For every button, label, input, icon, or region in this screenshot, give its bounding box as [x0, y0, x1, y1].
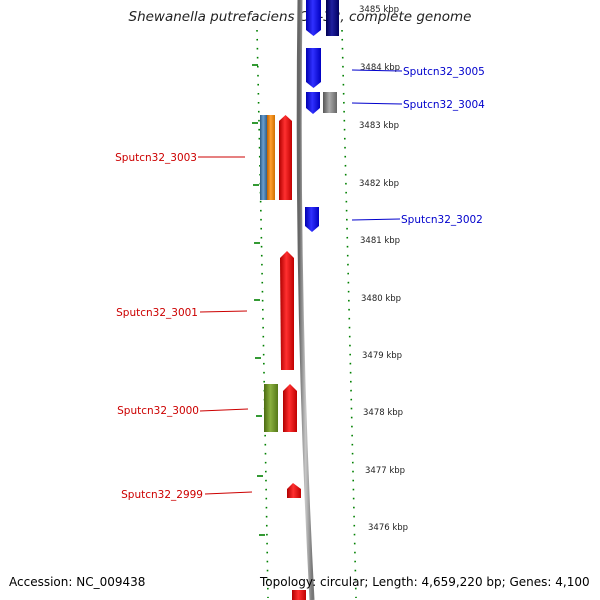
gene-sputcn32-3005 [306, 48, 321, 88]
gene-grey-feature [323, 92, 337, 113]
tick-label: 3483 kbp [359, 121, 399, 131]
genome-backbone [296, 0, 315, 600]
gene-labels: Sputcn32_3005 Sputcn32_3004 Sputcn32_300… [115, 66, 485, 501]
tick-label: 3476 kbp [368, 523, 408, 533]
gene-sputcn32-3002 [305, 207, 319, 232]
axis-tick-labels: 3485 kbp 3484 kbp 3483 kbp 3482 kbp 3481… [359, 5, 408, 533]
gene-sputcn32-3003 [279, 115, 292, 200]
gene-sputcn32-3004 [306, 92, 320, 114]
gene-sputcn32-3001 [280, 251, 294, 370]
tick-label: 3482 kbp [359, 179, 399, 189]
gene-sputcn32-2999 [287, 483, 301, 498]
gene-label-sputcn32-3003[interactable]: Sputcn32_3003 [115, 152, 197, 164]
tick-label: 3481 kbp [360, 236, 400, 246]
gene-label-sputcn32-3005[interactable]: Sputcn32_3005 [403, 66, 485, 78]
tick-label: 3484 kbp [360, 63, 400, 73]
gene-label-sputcn32-3004[interactable]: Sputcn32_3004 [403, 99, 485, 111]
tick-label: 3480 kbp [361, 294, 401, 304]
accession-label: Accession: NC_009438 [9, 575, 146, 589]
gene-label-sputcn32-2999[interactable]: Sputcn32_2999 [121, 489, 203, 501]
tick-label: 3479 kbp [362, 351, 402, 361]
gene-olive-feature [264, 384, 278, 432]
gene-blue-top [306, 0, 321, 36]
inner-track-boundary [256, 29, 269, 599]
outer-track-boundary [341, 29, 357, 599]
inner-major-ticks [252, 64, 265, 536]
gene-label-sputcn32-3000[interactable]: Sputcn32_3000 [117, 405, 199, 417]
gene-navy-top [326, 0, 339, 36]
gene-steelblue-feature [260, 115, 267, 200]
gene-label-sputcn32-3001[interactable]: Sputcn32_3001 [116, 307, 198, 319]
gene-label-sputcn32-3002[interactable]: Sputcn32_3002 [401, 214, 483, 226]
gene-red-bottom [292, 590, 306, 600]
gene-orange-feature [267, 115, 275, 200]
tick-label: 3478 kbp [363, 408, 403, 418]
gene-sputcn32-3000 [283, 384, 297, 432]
tick-label: 3485 kbp [359, 5, 399, 15]
genome-summary-label: Topology: circular; Length: 4,659,220 bp… [260, 575, 590, 589]
gene-label-leaders [198, 69, 403, 495]
tick-label: 3477 kbp [365, 466, 405, 476]
